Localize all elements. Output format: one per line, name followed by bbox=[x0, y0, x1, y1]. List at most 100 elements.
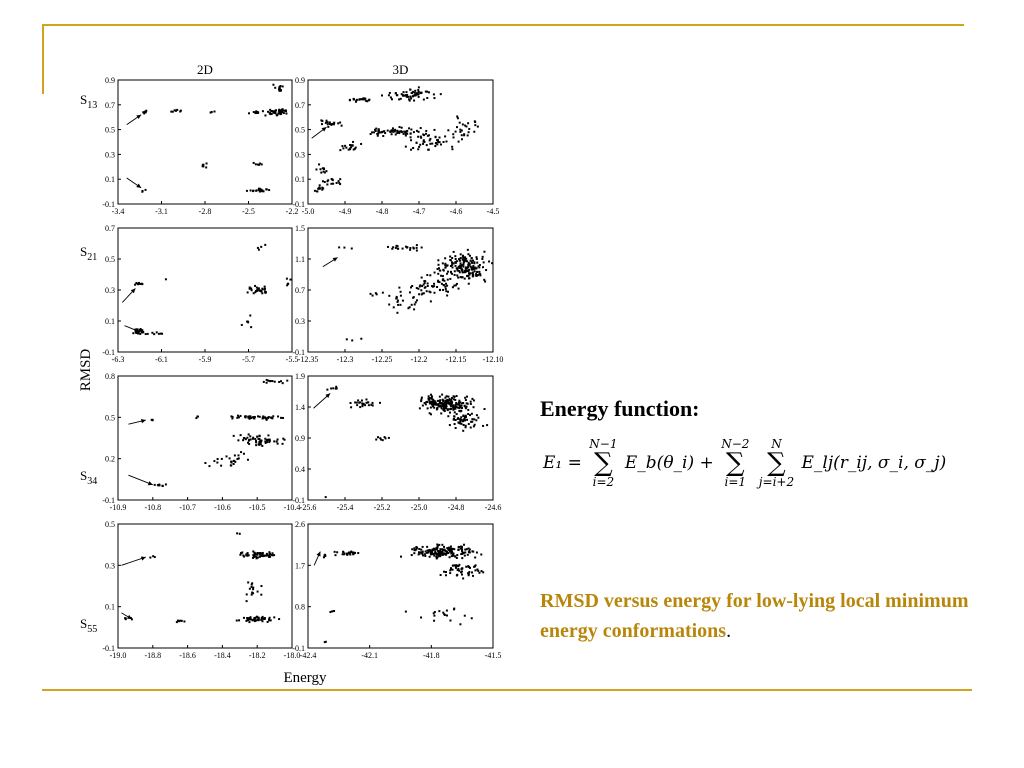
data-point bbox=[412, 296, 415, 299]
data-point bbox=[262, 380, 265, 383]
data-point bbox=[256, 246, 259, 249]
data-point bbox=[443, 279, 446, 282]
data-point bbox=[442, 404, 445, 407]
data-point bbox=[434, 400, 437, 403]
data-point bbox=[256, 163, 259, 166]
data-point bbox=[279, 113, 282, 116]
data-point bbox=[457, 140, 460, 143]
data-point bbox=[404, 610, 407, 613]
data-point bbox=[404, 145, 407, 148]
data-point bbox=[326, 121, 329, 124]
data-point bbox=[466, 402, 469, 405]
x-tick-label: -4.7 bbox=[413, 207, 426, 216]
data-point bbox=[137, 332, 140, 335]
row-label-letter: S bbox=[80, 468, 87, 483]
data-point bbox=[143, 112, 146, 115]
data-point bbox=[459, 130, 462, 133]
data-point bbox=[456, 117, 459, 120]
data-point bbox=[263, 285, 266, 288]
data-point bbox=[231, 415, 234, 418]
data-point bbox=[258, 442, 261, 445]
data-point bbox=[415, 141, 418, 144]
data-point bbox=[335, 387, 338, 390]
data-point bbox=[459, 422, 462, 425]
data-point bbox=[425, 290, 428, 293]
data-point bbox=[230, 464, 233, 467]
data-point bbox=[330, 387, 333, 390]
data-point bbox=[246, 441, 249, 444]
data-point bbox=[332, 182, 335, 185]
data-point bbox=[458, 271, 461, 274]
data-point bbox=[446, 547, 449, 550]
data-point bbox=[326, 180, 329, 183]
data-point bbox=[436, 139, 439, 142]
data-point bbox=[422, 283, 425, 286]
data-point bbox=[278, 89, 281, 92]
data-point bbox=[281, 110, 284, 113]
data-point bbox=[440, 282, 443, 285]
data-point bbox=[320, 171, 323, 174]
data-point bbox=[465, 548, 468, 551]
data-point bbox=[460, 553, 463, 556]
data-point bbox=[442, 552, 445, 555]
data-point bbox=[347, 552, 350, 555]
data-point bbox=[253, 417, 256, 420]
data-point bbox=[466, 275, 469, 278]
panel-frame bbox=[307, 79, 494, 205]
data-point bbox=[461, 557, 464, 560]
data-point bbox=[429, 300, 432, 303]
data-point bbox=[258, 190, 261, 193]
data-point bbox=[460, 404, 463, 407]
data-point bbox=[318, 184, 321, 187]
data-point bbox=[450, 555, 453, 558]
data-point bbox=[289, 278, 292, 281]
data-point bbox=[256, 553, 259, 556]
data-point bbox=[436, 546, 439, 549]
data-point bbox=[440, 407, 443, 410]
data-point bbox=[335, 385, 338, 388]
data-point bbox=[478, 272, 481, 275]
data-point bbox=[418, 551, 421, 554]
data-point bbox=[248, 442, 251, 445]
data-point bbox=[373, 128, 376, 131]
data-point bbox=[413, 547, 416, 550]
data-point bbox=[444, 574, 447, 577]
data-point bbox=[261, 444, 264, 447]
data-point bbox=[446, 409, 449, 412]
data-point bbox=[420, 91, 423, 94]
data-point bbox=[455, 260, 458, 263]
equation-term-2: E_lj(r_ij, σ_i, σ_j) bbox=[801, 453, 947, 473]
figure-ylabel: RMSD bbox=[78, 349, 94, 392]
data-point bbox=[323, 171, 326, 174]
data-point bbox=[462, 263, 465, 266]
data-point bbox=[249, 314, 252, 317]
data-point bbox=[438, 267, 441, 270]
data-point bbox=[463, 277, 466, 280]
data-point bbox=[404, 134, 407, 137]
data-point bbox=[460, 134, 463, 137]
data-point bbox=[359, 406, 362, 409]
data-point bbox=[482, 261, 485, 264]
data-point bbox=[339, 183, 342, 186]
data-point bbox=[407, 307, 410, 310]
data-point bbox=[436, 556, 439, 559]
data-point bbox=[239, 414, 242, 417]
data-point bbox=[285, 277, 288, 280]
panel-frame bbox=[117, 375, 293, 501]
panel-frame bbox=[117, 227, 293, 353]
y-tick-label: 0.3 bbox=[295, 317, 305, 326]
data-point bbox=[457, 402, 460, 405]
data-point bbox=[164, 278, 167, 281]
y-tick-label: 0.4 bbox=[295, 465, 305, 474]
data-point bbox=[432, 93, 435, 96]
sum-3: N ∑ j=i+2 bbox=[759, 437, 794, 489]
data-point bbox=[469, 259, 472, 262]
data-point bbox=[387, 245, 390, 248]
data-point bbox=[421, 545, 424, 548]
data-point bbox=[454, 264, 457, 267]
data-point bbox=[473, 120, 476, 123]
data-point bbox=[354, 551, 357, 554]
data-point bbox=[444, 257, 447, 260]
data-point bbox=[457, 568, 460, 571]
data-point bbox=[439, 93, 442, 96]
